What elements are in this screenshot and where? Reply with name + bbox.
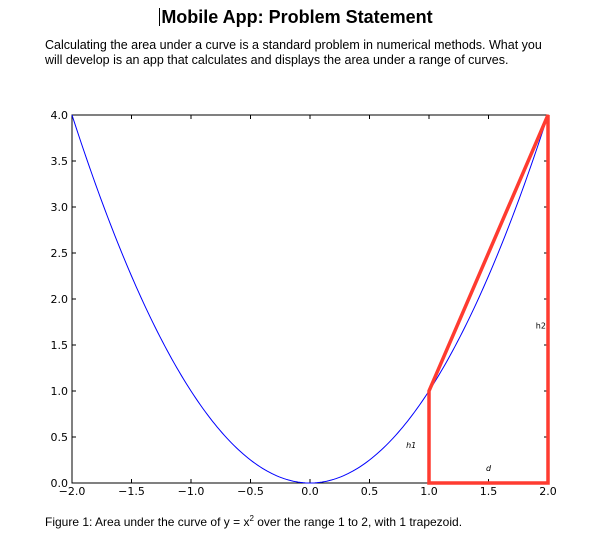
annotation-h1: h1 <box>406 441 416 450</box>
x-tick-label: −1.0 <box>178 485 205 498</box>
page-title-text: Mobile App: Problem Statement <box>161 7 433 27</box>
page-title: Mobile App: Problem Statement <box>0 7 592 28</box>
plot-frame <box>71 114 549 484</box>
x-tick-label: 1.0 <box>420 485 438 498</box>
annotation-h2: h2 <box>536 321 546 330</box>
y-tick-label: 3.0 <box>51 201 69 214</box>
x-tick-label: 0.5 <box>361 485 379 498</box>
curve-line <box>71 114 549 484</box>
y-tick-label: 3.5 <box>51 155 69 168</box>
y-tick-label: 2.0 <box>51 293 69 306</box>
caption-exponent: 2 <box>249 514 254 523</box>
y-tick-label: 1.5 <box>51 339 69 352</box>
annotation-d: d <box>486 464 492 473</box>
text-cursor <box>159 8 161 26</box>
intro-paragraph: Calculating the area under a curve is a … <box>45 38 542 67</box>
caption-text-end: over the range 1 to 2, with 1 trapezoid. <box>253 515 463 529</box>
x-tick-label: −1.5 <box>118 485 145 498</box>
x-tick-label: 1.5 <box>480 485 498 498</box>
trapezoid-outline <box>427 114 550 485</box>
x-tick-label: −2.0 <box>59 485 86 498</box>
caption-text: Figure 1: Area under the curve of y = x <box>45 515 250 529</box>
figure-caption: Figure 1: Area under the curve of y = x2… <box>45 514 463 530</box>
x-tick-label: −0.5 <box>237 485 264 498</box>
y-tick-label: 2.5 <box>51 247 69 260</box>
x-tick-label: 0.0 <box>301 485 319 498</box>
y-tick-label: 1.0 <box>51 385 69 398</box>
x-tick-label: 2.0 <box>539 485 557 498</box>
y-tick-label: 0.5 <box>51 431 69 444</box>
y-tick-label: 0.0 <box>51 477 69 490</box>
y-tick-label: 4.0 <box>51 109 69 122</box>
